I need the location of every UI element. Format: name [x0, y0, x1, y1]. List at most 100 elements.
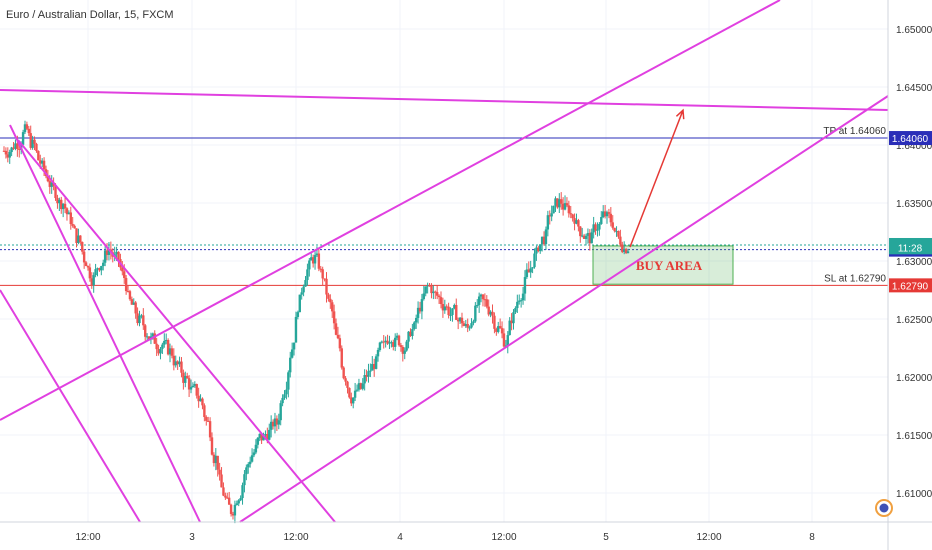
buy-area-box[interactable] — [592, 245, 734, 285]
candle-body — [432, 291, 435, 294]
price-tag-text-TP: 1.64060 — [892, 134, 929, 145]
candle-body — [350, 397, 353, 404]
candle-body — [2, 150, 6, 152]
candle-body — [227, 497, 231, 505]
trend-line[interactable] — [9, 124, 201, 523]
candle-body — [294, 316, 298, 343]
candle-body — [430, 285, 433, 294]
candle-body — [105, 250, 109, 255]
arrow-shaft[interactable] — [629, 109, 684, 248]
candle-body — [527, 269, 530, 273]
trend-line[interactable] — [239, 95, 889, 523]
candle-body — [94, 269, 97, 276]
candle-body — [268, 429, 271, 440]
candle-body — [548, 215, 551, 217]
candle-body — [48, 181, 51, 187]
time-tick-label: 12:00 — [491, 532, 516, 543]
trend-line[interactable] — [0, 289, 141, 523]
candle-body — [603, 211, 607, 217]
price-tag-SL[interactable] — [889, 278, 932, 293]
candle-body — [235, 503, 239, 505]
candle-body — [353, 390, 357, 398]
buy-zone[interactable]: BUY AREA — [592, 245, 734, 285]
candle-body — [296, 312, 300, 317]
candle-body — [619, 236, 622, 245]
candle-body — [401, 346, 405, 354]
candle-body — [285, 389, 288, 395]
candle-body — [279, 403, 282, 421]
candle-body — [201, 398, 204, 406]
candle-body — [140, 315, 143, 317]
candle-body — [172, 355, 176, 366]
trend-line[interactable] — [17, 139, 336, 523]
candle-body — [445, 306, 448, 308]
candle-body — [96, 268, 99, 270]
candle-body — [565, 203, 569, 206]
candle-body — [584, 235, 588, 239]
candle-body — [254, 444, 258, 453]
candle-body — [386, 340, 389, 344]
candle-body — [422, 293, 426, 300]
candle-body — [605, 212, 609, 217]
candle-body — [23, 124, 27, 133]
candle-body — [546, 215, 550, 230]
candle-body — [27, 128, 31, 134]
candle-body — [50, 182, 53, 187]
candle-body — [178, 361, 181, 365]
price-tick-label: 1.61500 — [896, 431, 932, 442]
candle-body — [481, 294, 485, 300]
candle-body — [81, 241, 84, 252]
candle-body — [273, 418, 277, 427]
candle-body — [489, 311, 492, 315]
candle-body — [590, 232, 593, 244]
candle-body — [65, 208, 69, 215]
candle-body — [384, 340, 387, 343]
candle-body — [332, 311, 336, 324]
candle-body — [16, 143, 19, 149]
trend-lines[interactable] — [0, 0, 889, 523]
candle-body — [329, 298, 332, 303]
candle-body — [42, 160, 46, 170]
candle-body — [239, 498, 242, 501]
candle-body — [191, 385, 195, 388]
target-arrow[interactable] — [629, 108, 685, 248]
candle-body — [79, 235, 82, 242]
candle-body — [516, 301, 519, 309]
candle-body — [220, 474, 223, 488]
candle-body — [378, 342, 382, 350]
candle-body — [340, 348, 343, 368]
candle-body — [63, 203, 67, 209]
candle-body — [483, 299, 487, 301]
candle-body — [529, 268, 532, 273]
candle-body — [540, 236, 544, 245]
candle-body — [107, 249, 111, 255]
candle-body — [166, 340, 170, 355]
candle-body — [145, 336, 149, 338]
clock-gear-icon[interactable] — [875, 499, 893, 517]
candle-body — [462, 323, 466, 326]
candle-body — [195, 384, 198, 396]
candle-body — [592, 224, 595, 233]
candle-body — [588, 233, 592, 244]
candle-body — [435, 292, 439, 296]
price-tick-label: 1.64000 — [896, 141, 932, 152]
time-axis[interactable]: 12:00 3 12:00 4 12:00 5 12:00 8 — [0, 521, 932, 543]
candle-body — [117, 251, 120, 260]
candle-body — [348, 387, 351, 398]
candle-body — [624, 249, 628, 254]
candle-body — [523, 277, 527, 294]
candle-body — [409, 331, 412, 337]
candle-body — [103, 250, 107, 263]
trend-line[interactable] — [0, 0, 781, 421]
candle-body — [124, 278, 128, 292]
grid — [0, 0, 888, 522]
candle-body — [323, 278, 326, 280]
candle-body — [458, 317, 462, 322]
price-axis[interactable]: 1.65000 1.64500 1.64000 1.63500 1.63000 1.625… — [887, 0, 932, 550]
trend-line[interactable] — [0, 89, 889, 111]
candle-body — [405, 341, 408, 351]
candle-body — [174, 361, 177, 366]
candle-body — [414, 317, 418, 323]
price-tag-TP[interactable] — [889, 131, 932, 146]
